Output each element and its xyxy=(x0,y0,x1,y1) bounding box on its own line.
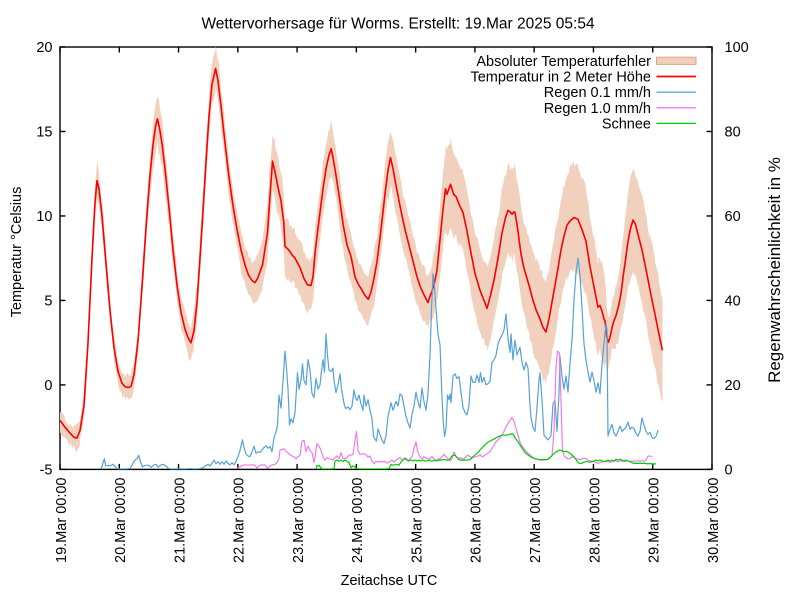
svg-text:29.Mar 00:00: 29.Mar 00:00 xyxy=(647,478,663,563)
svg-text:30.Mar 00:00: 30.Mar 00:00 xyxy=(706,478,722,563)
svg-text:Schnee: Schnee xyxy=(602,116,651,132)
svg-text:24.Mar 00:00: 24.Mar 00:00 xyxy=(350,478,366,563)
svg-text:60: 60 xyxy=(725,209,741,225)
svg-text:25.Mar 00:00: 25.Mar 00:00 xyxy=(409,478,425,563)
svg-text:80: 80 xyxy=(725,125,741,141)
svg-text:15: 15 xyxy=(36,125,52,141)
svg-text:26.Mar 00:00: 26.Mar 00:00 xyxy=(469,478,485,563)
svg-text:23.Mar 00:00: 23.Mar 00:00 xyxy=(291,478,307,563)
svg-text:28.Mar 00:00: 28.Mar 00:00 xyxy=(587,478,603,563)
svg-text:Temperatur °Celsius: Temperatur °Celsius xyxy=(9,187,25,318)
svg-text:27.Mar 00:00: 27.Mar 00:00 xyxy=(528,478,544,563)
svg-text:Wettervorhersage für Worms. Er: Wettervorhersage für Worms. Erstellt: 19… xyxy=(201,16,595,33)
svg-text:20.Mar 00:00: 20.Mar 00:00 xyxy=(113,478,129,563)
svg-text:Temperatur in 2 Meter Höhe: Temperatur in 2 Meter Höhe xyxy=(470,70,651,86)
svg-text:Zeitachse UTC: Zeitachse UTC xyxy=(341,573,438,589)
svg-text:20: 20 xyxy=(36,40,52,56)
svg-text:Regen 0.1 mm/h: Regen 0.1 mm/h xyxy=(544,85,651,101)
svg-text:Absoluter Temperaturfehler: Absoluter Temperaturfehler xyxy=(476,54,651,70)
svg-text:0: 0 xyxy=(44,378,52,394)
svg-text:Regenwahrscheinlichkeit in %: Regenwahrscheinlichkeit in % xyxy=(765,157,784,383)
svg-text:0: 0 xyxy=(725,462,733,478)
svg-text:10: 10 xyxy=(36,209,52,225)
svg-text:Regen 1.0 mm/h: Regen 1.0 mm/h xyxy=(544,101,651,117)
svg-text:40: 40 xyxy=(725,293,741,309)
svg-text:20: 20 xyxy=(725,378,741,394)
svg-text:19.Mar 00:00: 19.Mar 00:00 xyxy=(54,478,70,563)
svg-text:5: 5 xyxy=(44,293,52,309)
svg-text:21.Mar 00:00: 21.Mar 00:00 xyxy=(172,478,188,563)
svg-text:-5: -5 xyxy=(40,462,53,478)
svg-text:22.Mar 00:00: 22.Mar 00:00 xyxy=(232,478,248,563)
svg-text:100: 100 xyxy=(725,40,749,56)
